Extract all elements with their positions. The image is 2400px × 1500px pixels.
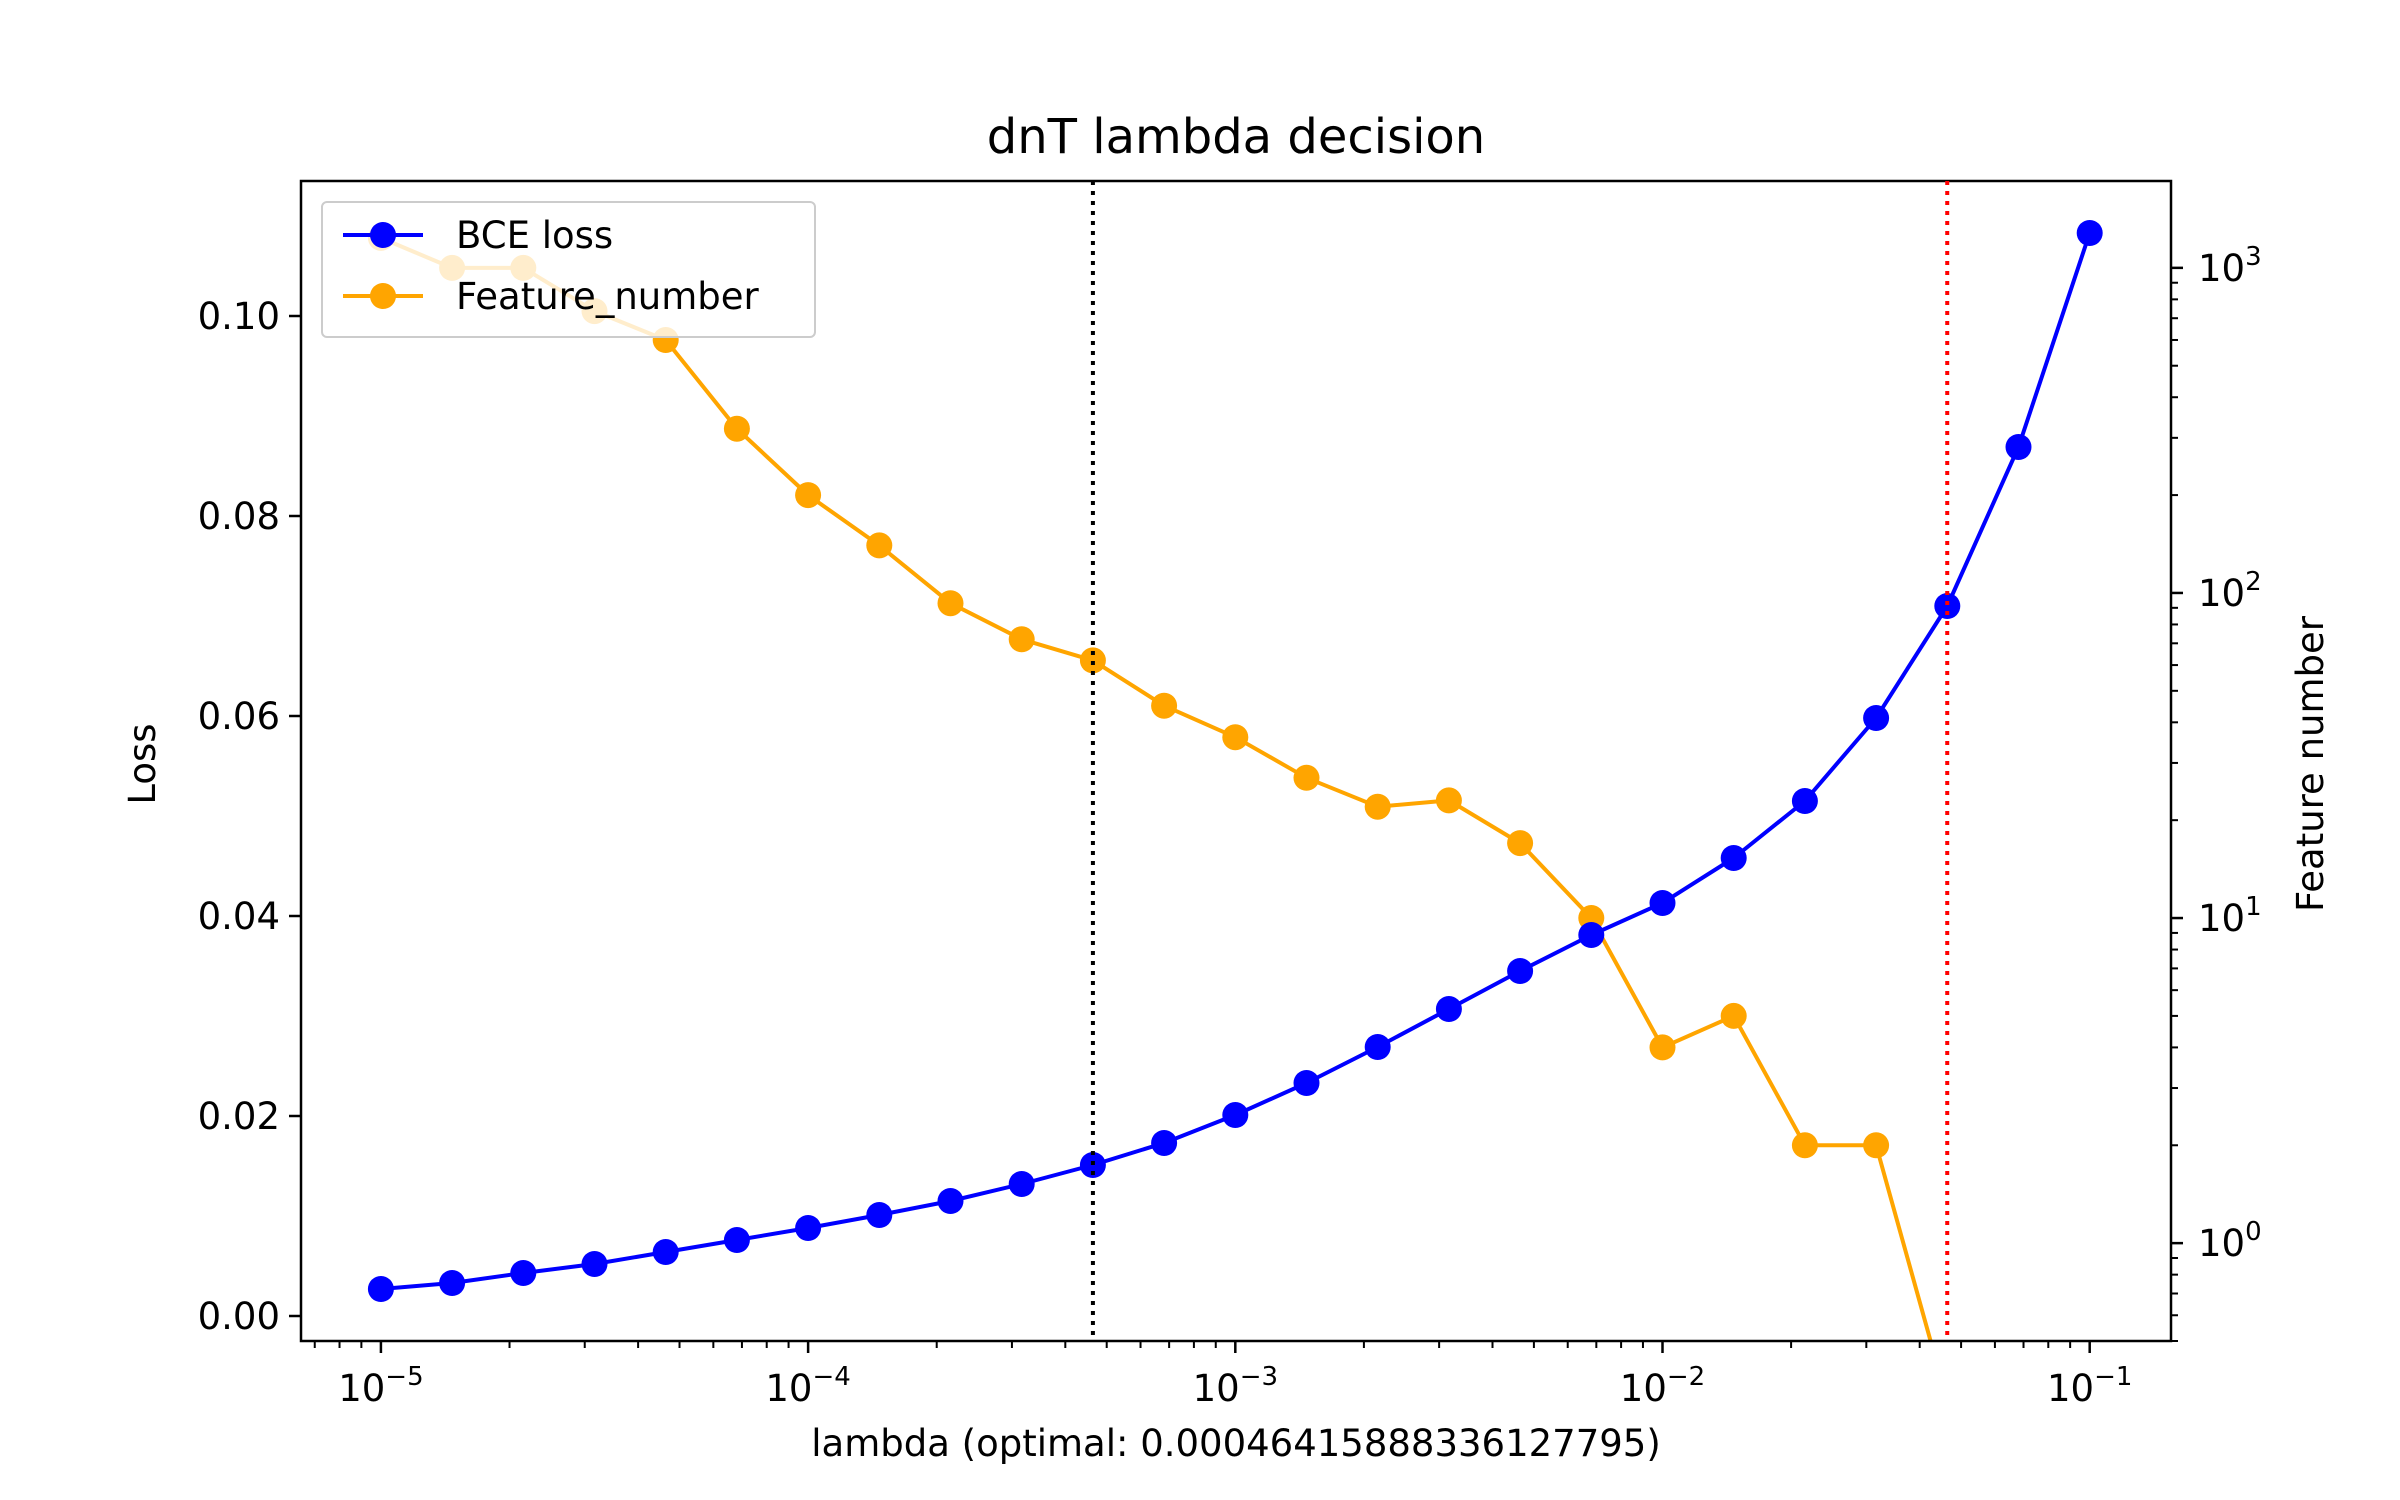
x-tick-label: 10−2: [1620, 1362, 1705, 1410]
legend-box: [321, 201, 816, 338]
legend-label-bce-loss: BCE loss: [456, 214, 613, 257]
data-point-bce-loss: [1435, 996, 1462, 1022]
data-point-feature-number: [1507, 830, 1534, 857]
plot-frame: [299, 179, 2173, 1343]
data-point-bce-loss: [1934, 593, 1961, 619]
data-point-feature-number: [1863, 1132, 1890, 1159]
y2-tick-label: 102: [2198, 567, 2262, 615]
chart-title: dnT lambda decision: [987, 109, 1485, 165]
data-point-bce-loss: [1578, 922, 1605, 948]
data-point-bce-loss: [1151, 1130, 1178, 1156]
y2-tick-label: 103: [2198, 242, 2262, 290]
data-point-bce-loss: [1293, 1070, 1320, 1096]
data-point-feature-number: [866, 532, 893, 559]
legend-marker-bce-loss: [370, 222, 396, 248]
data-point-feature-number: [1222, 724, 1249, 751]
data-point-bce-loss: [1364, 1034, 1391, 1060]
x-tick-label: 10−1: [2047, 1362, 2132, 1410]
y-axis-label: Loss: [121, 723, 164, 804]
data-point-bce-loss: [1649, 890, 1676, 916]
legend-label-feature-number: Feature_number: [456, 275, 760, 318]
x-tick-label: 10−4: [765, 1362, 850, 1410]
x-tick-label: 10−5: [338, 1362, 423, 1410]
data-point-bce-loss: [581, 1251, 608, 1277]
y-tick-label: 0.10: [198, 295, 280, 338]
data-point-bce-loss: [866, 1202, 893, 1228]
series-line-feature-number: [380, 236, 1933, 1341]
data-point-bce-loss: [1791, 788, 1818, 814]
data-point-feature-number: [1649, 1034, 1676, 1061]
data-point-feature-number: [1791, 1132, 1818, 1159]
data-point-bce-loss: [652, 1239, 679, 1265]
data-point-feature-number: [1720, 1002, 1747, 1029]
data-point-feature-number: [1008, 626, 1035, 653]
data-point-feature-number: [1151, 692, 1178, 719]
y-tick-label: 0.00: [198, 1295, 280, 1338]
y-tick-label: 0.02: [198, 1095, 280, 1138]
data-point-bce-loss: [439, 1270, 466, 1296]
data-point-bce-loss: [1222, 1102, 1249, 1128]
series-line-bce-loss: [380, 232, 2092, 1291]
data-point-feature-number: [1293, 764, 1320, 791]
y-tick-label: 0.08: [198, 495, 280, 538]
plot-area: [367, 220, 2103, 1341]
data-point-bce-loss: [937, 1188, 964, 1214]
axis-ticks: 10−5 10−4 10−3 10−2 10−1 0.00 0.02 0.04 0.06 0.08…: [198, 181, 2262, 1410]
data-point-bce-loss: [795, 1215, 822, 1241]
data-point-bce-loss: [1507, 958, 1534, 984]
y2-axis-label: Feature number: [2289, 615, 2332, 912]
y2-tick-label: 101: [2198, 892, 2262, 940]
data-point-bce-loss: [510, 1260, 537, 1286]
data-point-bce-loss: [1008, 1171, 1035, 1197]
data-point-bce-loss: [1863, 705, 1890, 731]
data-point-bce-loss: [367, 1276, 394, 1302]
y-tick-label: 0.04: [198, 895, 280, 938]
data-point-feature-number: [1435, 787, 1462, 814]
data-point-bce-loss: [723, 1227, 750, 1253]
legend: BCE loss Feature_number: [321, 201, 816, 338]
data-point-feature-number: [937, 590, 964, 617]
data-point-feature-number: [723, 415, 750, 442]
data-point-feature-number: [1079, 647, 1106, 674]
data-point-feature-number: [795, 482, 822, 509]
data-point-bce-loss: [1720, 845, 1747, 871]
y2-tick-label: 100: [2198, 1217, 2262, 1265]
legend-marker-feature-number: [370, 283, 396, 309]
data-point-bce-loss: [2076, 220, 2103, 246]
data-point-feature-number: [1364, 793, 1391, 820]
data-point-bce-loss: [2005, 434, 2032, 460]
x-axis-label: lambda (optimal: 0.00046415888336127795): [811, 1422, 1661, 1465]
x-tick-label: 10−3: [1193, 1362, 1278, 1410]
y-tick-label: 0.06: [198, 695, 280, 738]
